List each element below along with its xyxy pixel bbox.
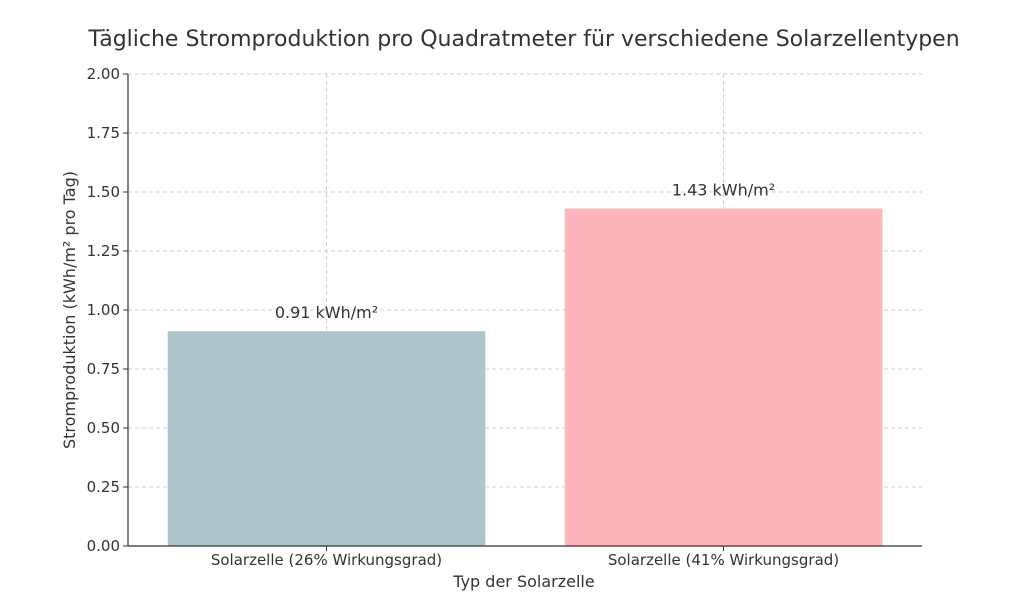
y-tick-label: 0.25	[87, 478, 120, 496]
bar-value-label: 0.91 kWh/m²	[275, 303, 378, 322]
y-axis-label: Stromproduktion (kWh/m² pro Tag)	[60, 171, 79, 449]
y-tick-label: 1.00	[87, 301, 120, 319]
y-tick-label: 0.00	[87, 537, 120, 555]
bar	[564, 208, 883, 546]
bar	[167, 331, 486, 546]
bar-value-labels: 0.91 kWh/m² 1.43 kWh/m²	[275, 181, 775, 323]
y-tick-label: 0.75	[87, 360, 120, 378]
x-axis-label: Typ der Solarzelle	[452, 572, 594, 591]
y-tick-label: 1.50	[87, 183, 120, 201]
chart-title: Tägliche Stromproduktion pro Quadratmete…	[87, 27, 959, 52]
y-tick-label: 1.75	[87, 124, 120, 142]
x-tick-label: Solarzelle (26% Wirkungsgrad)	[211, 551, 442, 569]
bar-value-label: 1.43 kWh/m²	[672, 181, 775, 200]
axes	[123, 73, 922, 551]
y-tick-labels: 0.00 0.25 0.50 0.75 1.00 1.25 1.50 1.75 2.00	[87, 65, 120, 555]
y-tick-label: 0.50	[87, 419, 120, 437]
x-tick-label: Solarzelle (41% Wirkungsgrad)	[608, 551, 839, 569]
y-tick-label: 2.00	[87, 65, 120, 83]
y-tick-label: 1.25	[87, 242, 120, 260]
x-tick-labels: Solarzelle (26% Wirkungsgrad) Solarzelle …	[211, 551, 839, 569]
bars	[167, 208, 883, 546]
